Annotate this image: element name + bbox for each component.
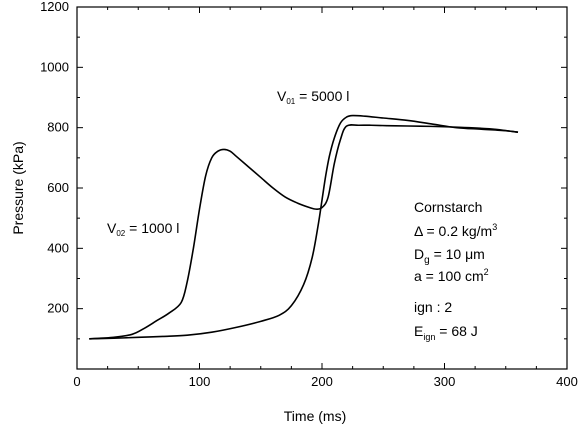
y-tick-label: 400: [47, 240, 69, 255]
x-tick-label: 100: [189, 374, 211, 389]
x-tick-label: 200: [311, 374, 333, 389]
y-tick-label: 1000: [40, 59, 69, 74]
x-tick-label: 0: [73, 374, 80, 389]
y-tick-label: 1200: [40, 0, 69, 14]
y-tick-label: 200: [47, 301, 69, 316]
annotation-vent-area: a = 100 cm2: [414, 267, 489, 284]
y-tick-label: 600: [47, 180, 69, 195]
series-label-v02: V02 = 1000 l: [107, 220, 179, 238]
y-tick-label: 800: [47, 120, 69, 135]
x-tick-label: 400: [556, 374, 578, 389]
series-label-v01: V01 = 5000 l: [277, 88, 349, 106]
series-layer: [89, 114, 519, 340]
series-line-v01: [89, 114, 519, 340]
annotation-material: Cornstarch: [414, 199, 482, 215]
x-axis-title: Time (ms): [284, 408, 346, 424]
annotation-particle-size: Dg = 10 μm: [414, 246, 485, 266]
y-axis-title: Pressure (kPa): [10, 141, 26, 234]
parameter-annotation: Cornstarch Δ = 0.2 kg/m3 Dg = 10 μm a = …: [414, 199, 497, 342]
annotation-ignition-energy: Eign = 68 J: [414, 323, 478, 342]
x-tick-label: 300: [434, 374, 456, 389]
axis-ticks: 200 400 600 800 1000 1200 0 100 200 300 400: [40, 0, 578, 389]
series-line-v02: [89, 124, 519, 340]
plot-frame: [76, 6, 568, 370]
annotation-ignition: ign : 2: [414, 299, 452, 315]
annotation-density: Δ = 0.2 kg/m3: [414, 222, 497, 239]
